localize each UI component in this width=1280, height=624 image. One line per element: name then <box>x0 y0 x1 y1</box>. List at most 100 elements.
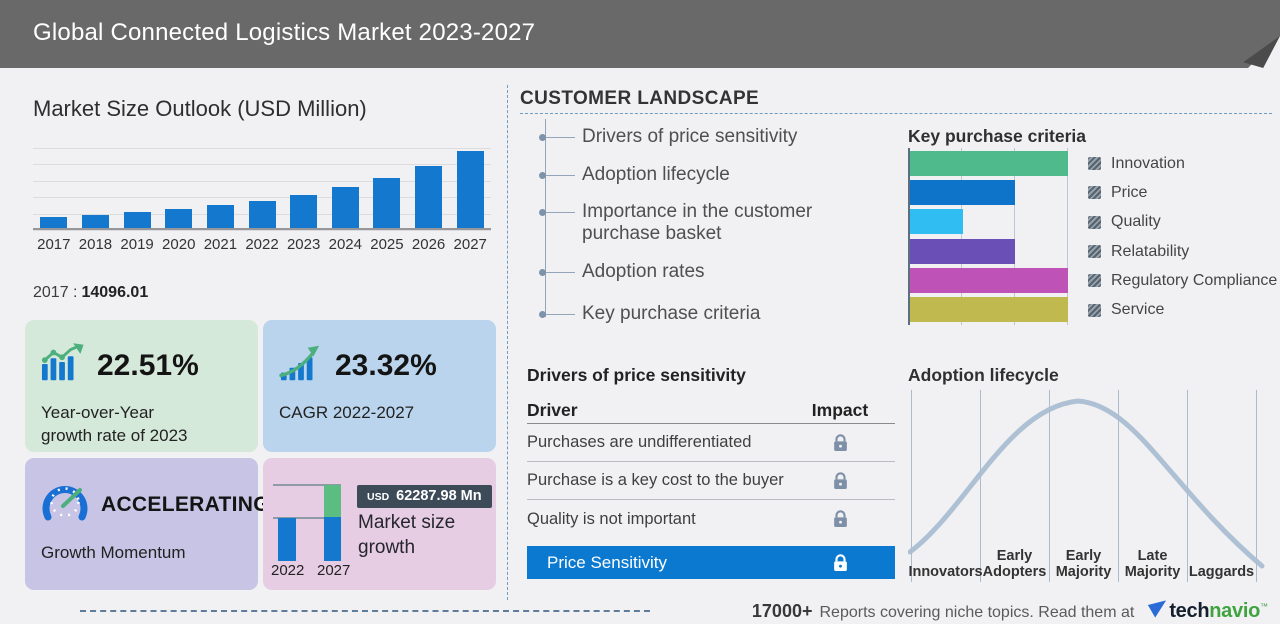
stage-label-innovators: Innovators <box>908 564 983 580</box>
market-size-bar-2018 <box>81 214 109 228</box>
criteria-bar-regulatory-compliance <box>910 267 1068 293</box>
logo-text-navio: navio <box>1209 600 1260 622</box>
x-axis-line <box>33 228 491 230</box>
x-axis-label: 2020 <box>162 236 196 253</box>
legend-hatch-icon <box>1088 245 1101 259</box>
vertical-dashed-divider <box>507 85 508 600</box>
momentum-value: ACCELERATING <box>101 492 270 516</box>
stage-divider-line <box>1118 390 1119 582</box>
market-size-bar-2023 <box>290 194 318 228</box>
market-size-bar-2017 <box>40 216 68 228</box>
bullet-dot-icon <box>539 269 546 276</box>
legend-item: Price <box>1088 178 1277 207</box>
technavio-logo[interactable]: tech navio ™ <box>1147 598 1268 623</box>
legend-hatch-icon <box>1088 274 1101 288</box>
chart-gridline <box>33 197 491 199</box>
driver-label: Purchases are undifferentiated <box>527 433 752 451</box>
legend-item: Innovation <box>1088 149 1277 178</box>
mini-bar-2027-base <box>324 517 341 561</box>
landscape-item: Adoption lifecycle <box>539 164 827 186</box>
badge-currency: USD <box>367 491 390 503</box>
market-size-bar-2025 <box>373 177 401 228</box>
list-connector-line <box>545 119 546 317</box>
title-dashed-underline <box>520 113 1272 114</box>
bullet-dot-icon <box>539 209 546 216</box>
chart-bars <box>33 148 491 228</box>
bullet-dot-icon <box>539 134 546 141</box>
bullet-dash <box>546 212 575 213</box>
key-purchase-title: Key purchase criteria <box>908 126 1087 146</box>
x-axis-label: 2023 <box>286 236 321 253</box>
price-sensitivity-highlight-row: Price Sensitivity <box>527 546 895 579</box>
cagr-value: 23.32% <box>335 348 437 382</box>
logo-trademark: ™ <box>1260 602 1268 611</box>
highlight-label: Price Sensitivity <box>547 552 667 572</box>
market-size-bar-chart <box>33 148 491 231</box>
bell-curve <box>908 398 1265 569</box>
lock-icon <box>833 510 847 527</box>
stage-divider-line <box>980 390 981 582</box>
base-year-value: 2017 :14096.01 <box>33 284 148 302</box>
mini-chart-end-year: 2027 <box>317 562 351 579</box>
stage-label-early-majority: Early Majority <box>1055 548 1112 580</box>
stage-divider-line <box>1049 390 1050 582</box>
yoy-growth-value: 22.51% <box>97 348 199 382</box>
chart-gridline <box>33 148 491 149</box>
growth-value-badge: USD 62287.98 Mn <box>357 485 492 508</box>
landscape-item: Key purchase criteria <box>539 303 827 325</box>
legend-item: Quality <box>1088 208 1277 237</box>
landscape-item: Drivers of price sensitivity <box>539 126 827 148</box>
landscape-item: Adoption rates <box>539 261 827 283</box>
speedometer-icon <box>41 481 89 528</box>
legend-item: Regulatory Compliance <box>1088 266 1277 295</box>
x-axis-label: 2024 <box>328 236 362 253</box>
footer: 17000+ Reports covering niche topics. Re… <box>752 598 1268 623</box>
market-size-bar-2022 <box>248 201 276 228</box>
key-purchase-chart <box>908 148 1068 325</box>
footer-dashed-divider <box>80 610 650 612</box>
x-axis-labels: 2017 2018 2019 2020 2021 2022 2023 2024 2025 2026… <box>33 236 491 253</box>
stage-divider-line <box>911 390 912 582</box>
stage-label-early-adopters: Early Adopters <box>982 548 1047 580</box>
lock-icon <box>785 553 895 572</box>
chart-gridline <box>33 164 491 166</box>
criteria-bar-price <box>910 180 1015 206</box>
market-size-bar-2024 <box>331 187 359 228</box>
x-axis-label: 2021 <box>203 236 238 253</box>
x-axis-label: 2018 <box>78 236 113 253</box>
bullet-dash <box>546 137 575 138</box>
criteria-bar-quality <box>910 209 963 235</box>
stage-divider-line <box>1187 390 1188 582</box>
chart-gridline <box>1067 148 1068 325</box>
legend-hatch-icon <box>1088 303 1101 317</box>
market-size-bar-2020 <box>165 208 193 228</box>
cagr-card: 23.32% CAGR 2022-2027 <box>263 320 496 452</box>
mini-chart-topline <box>273 484 341 486</box>
report-count: 17000+ <box>751 601 813 621</box>
mini-chart-midline <box>273 517 341 519</box>
landscape-item-label: Adoption lifecycle <box>582 164 730 185</box>
x-axis-label: 2017 <box>37 236 71 253</box>
adoption-lifecycle-title: Adoption lifecycle <box>908 365 1059 385</box>
base-year-label: 2017 : <box>33 284 78 301</box>
lock-icon <box>833 471 847 489</box>
chart-bars <box>910 148 1068 325</box>
page-title: Global Connected Logistics Market 2023-2… <box>33 19 536 46</box>
cagr-label: CAGR 2022-2027 <box>279 403 415 422</box>
x-axis-label: 2026 <box>411 236 446 253</box>
market-size-bar-2019 <box>123 211 151 228</box>
yoy-growth-label: Year-over-Year growth rate of 2023 <box>41 403 188 445</box>
chart-gridline <box>1014 148 1015 325</box>
x-axis-label: 2027 <box>453 236 487 253</box>
price-sensitivity-table: Driver Impact Purchases are undifferenti… <box>527 398 895 579</box>
x-axis-label: 2022 <box>245 236 279 253</box>
driver-row: Purchase is a key cost to the buyer <box>527 462 895 500</box>
driver-row: Quality is not important <box>527 500 895 538</box>
legend-hatch-icon <box>1088 186 1101 200</box>
legend-label: Relatability <box>1111 242 1190 260</box>
growth-arrow-icon <box>279 343 323 388</box>
customer-landscape-title: CUSTOMER LANDSCAPE <box>520 88 760 109</box>
column-header-impact: Impact <box>811 400 869 420</box>
stage-label-laggards: Laggards <box>1188 564 1255 580</box>
base-year-number: 14096.01 <box>81 284 149 301</box>
